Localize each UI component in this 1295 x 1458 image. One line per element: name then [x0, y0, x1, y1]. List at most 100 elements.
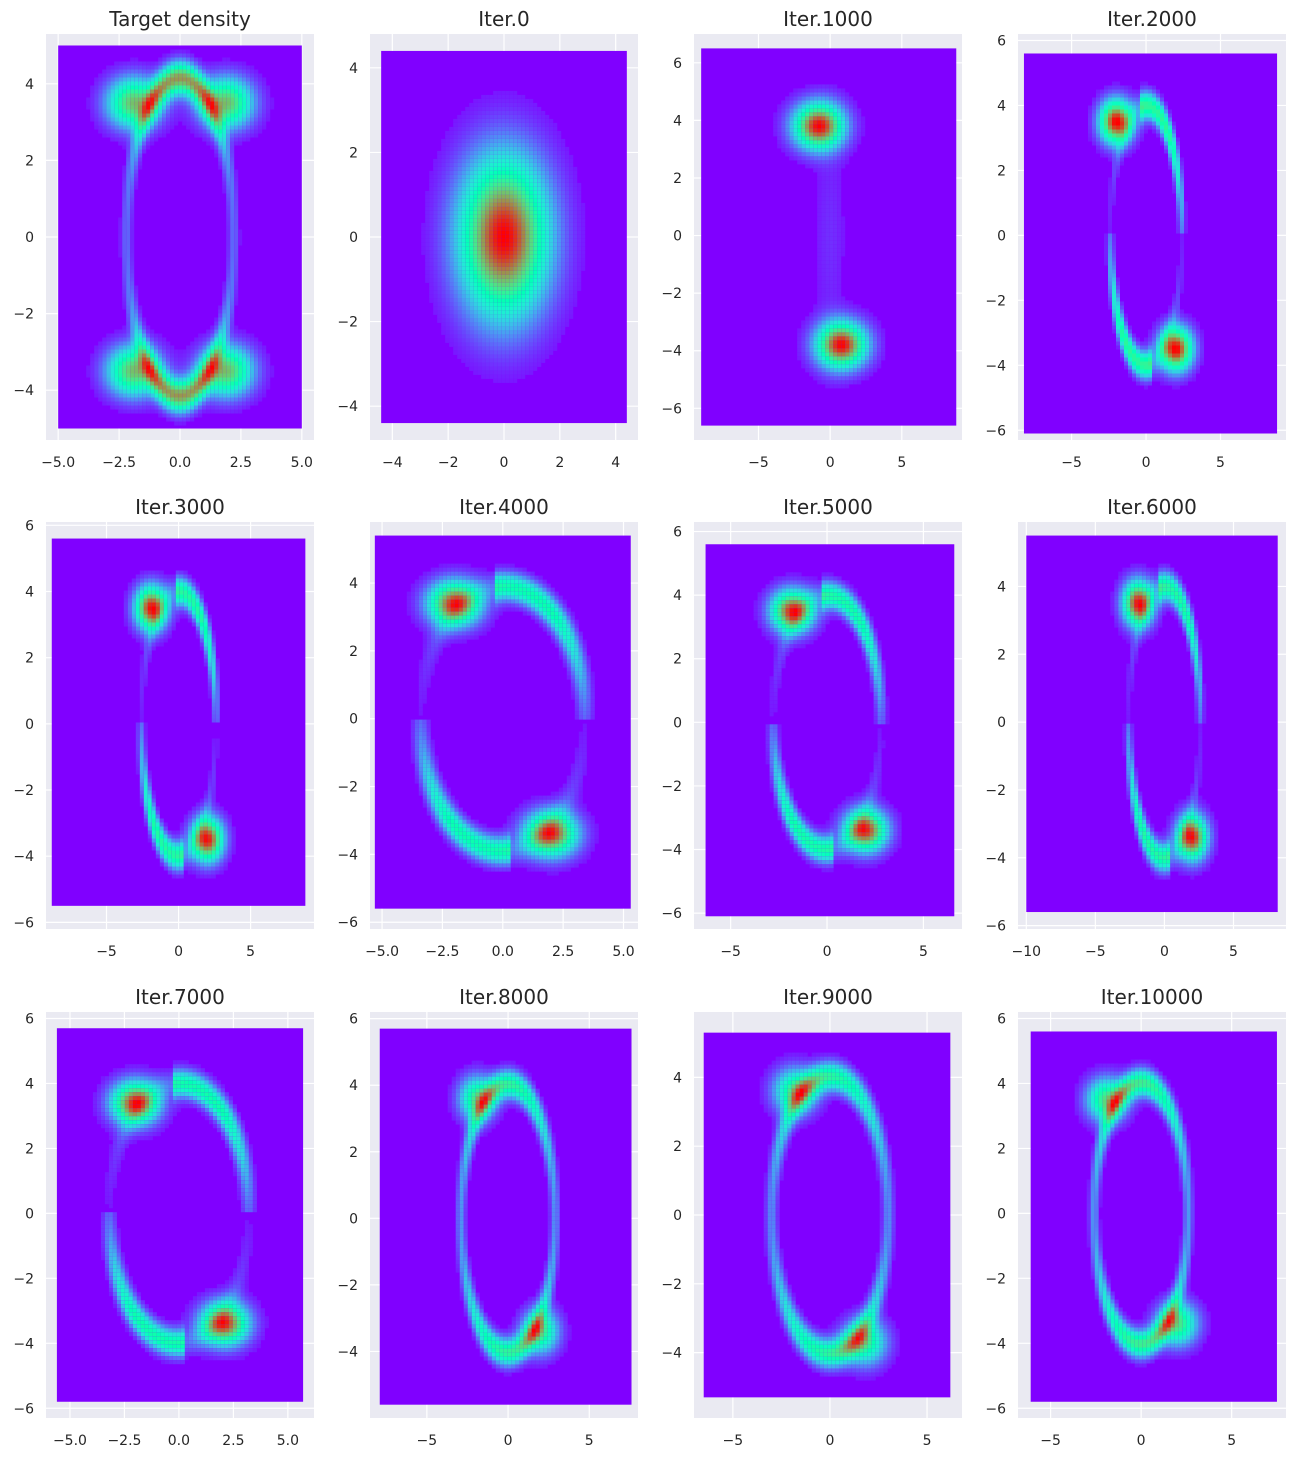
hexbin-cell — [557, 130, 562, 135]
hexbin-cell — [262, 369, 267, 374]
hexbin-cell — [130, 365, 135, 370]
hexbin-cell — [801, 128, 806, 133]
hexbin-cell — [481, 102, 486, 107]
hexbin-cell — [230, 365, 235, 370]
hexbin-cell — [841, 92, 846, 97]
hexbin-cell — [521, 258, 526, 263]
hexbin-cell — [813, 144, 818, 149]
hexbin-cell — [469, 366, 474, 371]
hexbin-cell — [577, 206, 582, 211]
hexbin-cell — [529, 130, 534, 135]
hexbin-cell — [489, 154, 494, 159]
hexbin-cell — [541, 254, 546, 259]
hexbin-cell — [553, 338, 558, 343]
hexbin-cell — [90, 101, 95, 106]
hexbin-cell — [134, 101, 139, 106]
x-tick-label: 4 — [611, 455, 620, 471]
hexbin-cell — [266, 365, 271, 370]
hexbin-cell — [481, 314, 486, 319]
hexbin-cell — [469, 346, 474, 351]
hexbin-cell — [549, 342, 554, 347]
hexbin-cell — [529, 134, 534, 139]
hexbin-cell — [94, 349, 99, 354]
hexbin-cell — [509, 166, 514, 171]
hexbin-cell — [170, 73, 175, 78]
hexbin-cell — [226, 117, 231, 122]
hexbin-cell — [146, 393, 151, 398]
hexbin-cell — [489, 182, 494, 187]
hexbin-cell — [569, 282, 574, 287]
hexbin-cell — [465, 166, 470, 171]
hexbin-cell — [553, 218, 558, 223]
hexbin-cell — [565, 322, 570, 327]
hexbin-cell — [166, 129, 171, 134]
hexbin-cell — [242, 97, 247, 102]
hexbin-cell — [513, 186, 518, 191]
hexbin-cell — [218, 317, 223, 322]
hexbin-cell — [218, 389, 223, 394]
hexbin-cell — [98, 109, 103, 114]
hexbin-cell — [126, 409, 131, 414]
hexbin-cell — [473, 302, 478, 307]
hexbin-cell — [513, 338, 518, 343]
hexbin-cell — [198, 89, 203, 94]
hexbin-cell — [569, 274, 574, 279]
hexbin-cell — [202, 89, 207, 94]
hexbin-cell — [194, 61, 199, 66]
hexbin-cell — [437, 286, 442, 291]
hexbin-cell — [477, 298, 482, 303]
hexbin-cell — [242, 357, 247, 362]
hexbin-cell — [170, 65, 175, 70]
hexbin-cell — [238, 241, 243, 246]
hexbin-cell — [501, 246, 506, 251]
hexbin-cell — [170, 113, 175, 118]
hexbin-cell — [533, 286, 538, 291]
hexbin-cell — [521, 266, 526, 271]
hexbin-cell — [441, 198, 446, 203]
hexbin-cell — [202, 369, 207, 374]
hexbin-cell — [497, 346, 502, 351]
hexbin-cell — [533, 314, 538, 319]
hexbin-cell — [226, 345, 231, 350]
hexbin-cell — [218, 125, 223, 130]
hexbin-cell — [473, 166, 478, 171]
hexbin-cell — [841, 152, 846, 157]
hexbin-cell — [569, 158, 574, 163]
hexbin-cell — [561, 314, 566, 319]
hexbin-cell — [142, 125, 147, 130]
hexbin-cell — [457, 246, 462, 251]
hexbin-cell — [118, 69, 123, 74]
hexbin-cell — [174, 97, 179, 102]
hexbin-cell — [206, 329, 211, 334]
hexbin-cell — [134, 173, 139, 178]
hexbin-cell — [126, 389, 131, 394]
hexbin-cell — [234, 265, 239, 270]
hexbin-cell — [809, 164, 814, 169]
hexbin-cell — [581, 222, 586, 227]
hexbin-cell — [549, 314, 554, 319]
hexbin-cell — [453, 154, 458, 159]
hexbin-cell — [238, 337, 243, 342]
hexbin-cell — [94, 369, 99, 374]
hexbin-cell — [833, 212, 838, 217]
hexbin-cell — [553, 282, 558, 287]
hexbin-cell — [561, 146, 566, 151]
hexbin-cell — [453, 278, 458, 283]
hexbin-cell — [142, 69, 147, 74]
hexbin-cell — [473, 350, 478, 355]
hexbin-cell — [453, 166, 458, 171]
hexbin-cell — [497, 254, 502, 259]
hexbin-cell — [210, 145, 215, 150]
hexbin-cell — [166, 77, 171, 82]
hexbin-cell — [493, 182, 498, 187]
hexbin-cell — [781, 136, 786, 141]
hexbin-cell — [186, 89, 191, 94]
hexbin-cell — [545, 194, 550, 199]
hexbin-cell — [238, 381, 243, 386]
hexbin-cell — [461, 118, 466, 123]
hexbin-cell — [230, 393, 235, 398]
hexbin-cell — [825, 248, 830, 253]
hexbin-cell — [513, 326, 518, 331]
hexbin-cell — [234, 273, 239, 278]
